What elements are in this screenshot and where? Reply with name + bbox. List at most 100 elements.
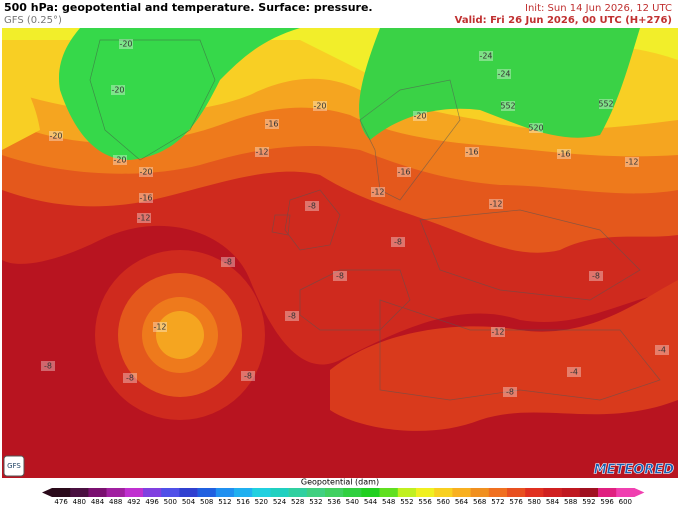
- label-box: [153, 322, 167, 332]
- colorbar-segment: [88, 488, 107, 497]
- contour-label: -4: [658, 346, 666, 355]
- label-box: [599, 99, 613, 109]
- colorbar-segment: [525, 488, 544, 497]
- colorbar-segment: [306, 488, 326, 497]
- label-box: [119, 39, 133, 49]
- contour-label: -24: [497, 70, 510, 79]
- legend-title: Geopotential (dam): [301, 478, 379, 487]
- colorbar-label: 572: [491, 498, 504, 506]
- init: Init: Sun 14 Jun 2026, 12 UTC: [525, 3, 672, 14]
- contour-label: -16: [465, 148, 478, 157]
- colorbar-segment: [452, 488, 471, 497]
- colorbar-segment: [179, 488, 198, 497]
- contour-label: -4: [570, 368, 578, 377]
- contour-label: 552: [500, 102, 515, 111]
- contour-label: -12: [371, 188, 384, 197]
- colorbar-label: 500: [164, 498, 177, 506]
- contour-label: -16: [265, 120, 278, 129]
- contour-label: -16: [139, 194, 152, 203]
- label-box: [255, 147, 269, 157]
- colorbar-label: 528: [291, 498, 304, 506]
- colorbar-segment: [434, 488, 453, 497]
- colorbar-label: 548: [382, 498, 395, 506]
- contour-label: -20: [413, 112, 426, 121]
- label-box: [491, 327, 505, 337]
- label-box: [49, 131, 63, 141]
- label-box: [265, 119, 279, 129]
- label-box: [567, 367, 581, 377]
- title: 500 hPa: geopotential and temperature. S…: [4, 1, 373, 14]
- contour-label: -8: [126, 374, 134, 383]
- colorbar-label: 484: [91, 498, 105, 506]
- colorbar-label: 516: [236, 498, 250, 506]
- colorbar-segment: [379, 488, 399, 497]
- contour-label: 520: [528, 124, 543, 133]
- label-box: [305, 201, 319, 211]
- colorbar-label: 588: [564, 498, 577, 506]
- contour-label: -12: [137, 214, 150, 223]
- colorbar-label: 544: [364, 498, 378, 506]
- contour-label: -8: [308, 202, 316, 211]
- colorbar-segment: [361, 488, 380, 497]
- label-box: [371, 187, 385, 197]
- colorbar-end: [634, 488, 645, 497]
- label-box: [113, 155, 127, 165]
- label-box: [123, 373, 137, 383]
- colorbar-label: 556: [418, 498, 432, 506]
- colorbar-segment: [234, 488, 253, 497]
- colorbar-label: 512: [218, 498, 231, 506]
- colorbar-segment: [616, 488, 635, 497]
- colorbar-end: [42, 488, 52, 497]
- colorbar: 476 480 484 488 492 496 500 504 508 512 516 520 524 5…: [42, 488, 645, 506]
- colorbar-segment: [598, 488, 617, 497]
- colorbar-label: 564: [455, 498, 469, 506]
- contour-label: -20: [119, 40, 132, 49]
- colorbar-label: 520: [255, 498, 268, 506]
- label-box: [139, 167, 153, 177]
- label-box: [625, 157, 639, 167]
- label-box: [557, 149, 571, 159]
- colorbar-label: 508: [200, 498, 213, 506]
- colorbar-label: 480: [73, 498, 86, 506]
- label-box: [497, 69, 511, 79]
- label-box: [397, 167, 411, 177]
- colorbar-segment: [543, 488, 562, 497]
- colorbar-label: 568: [473, 498, 486, 506]
- colorbar-label: 580: [528, 498, 541, 506]
- contour-label: -8: [44, 362, 52, 371]
- colorbar-segment: [124, 488, 144, 497]
- contour-label: -20: [111, 86, 124, 95]
- contour-label: -12: [491, 328, 504, 337]
- contour-label: -8: [224, 258, 232, 267]
- label-box: [589, 271, 603, 281]
- contour-label: -8: [288, 312, 296, 321]
- contour-label: -8: [336, 272, 344, 281]
- label-box: [465, 147, 479, 157]
- colorbar-label: 504: [182, 498, 196, 506]
- colorbar-label: 600: [619, 498, 632, 506]
- colorbar-segment: [106, 488, 126, 497]
- logo: METEORED: [594, 463, 675, 478]
- colorbar-segment: [325, 488, 344, 497]
- colorbar-label: 488: [109, 498, 122, 506]
- contour-label: 552: [598, 100, 613, 109]
- colorbar-segment: [343, 488, 362, 497]
- colorbar-label: 596: [600, 498, 614, 506]
- contour-label: -8: [592, 272, 600, 281]
- colorbar-label: 476: [54, 498, 68, 506]
- contour-label: -12: [255, 148, 268, 157]
- contour-label: -12: [153, 323, 166, 332]
- colorbar-segment: [561, 488, 581, 497]
- colorbar-label: 492: [127, 498, 140, 506]
- colorbar-segment: [252, 488, 271, 497]
- colorbar-label: 496: [145, 498, 159, 506]
- label-box: [137, 213, 151, 223]
- colorbar-label: 524: [273, 498, 287, 506]
- label-box: [501, 101, 515, 111]
- colorbar-segment: [470, 488, 490, 497]
- label-box: [111, 85, 125, 95]
- colorbar-segment: [197, 488, 217, 497]
- label-box: [503, 387, 517, 397]
